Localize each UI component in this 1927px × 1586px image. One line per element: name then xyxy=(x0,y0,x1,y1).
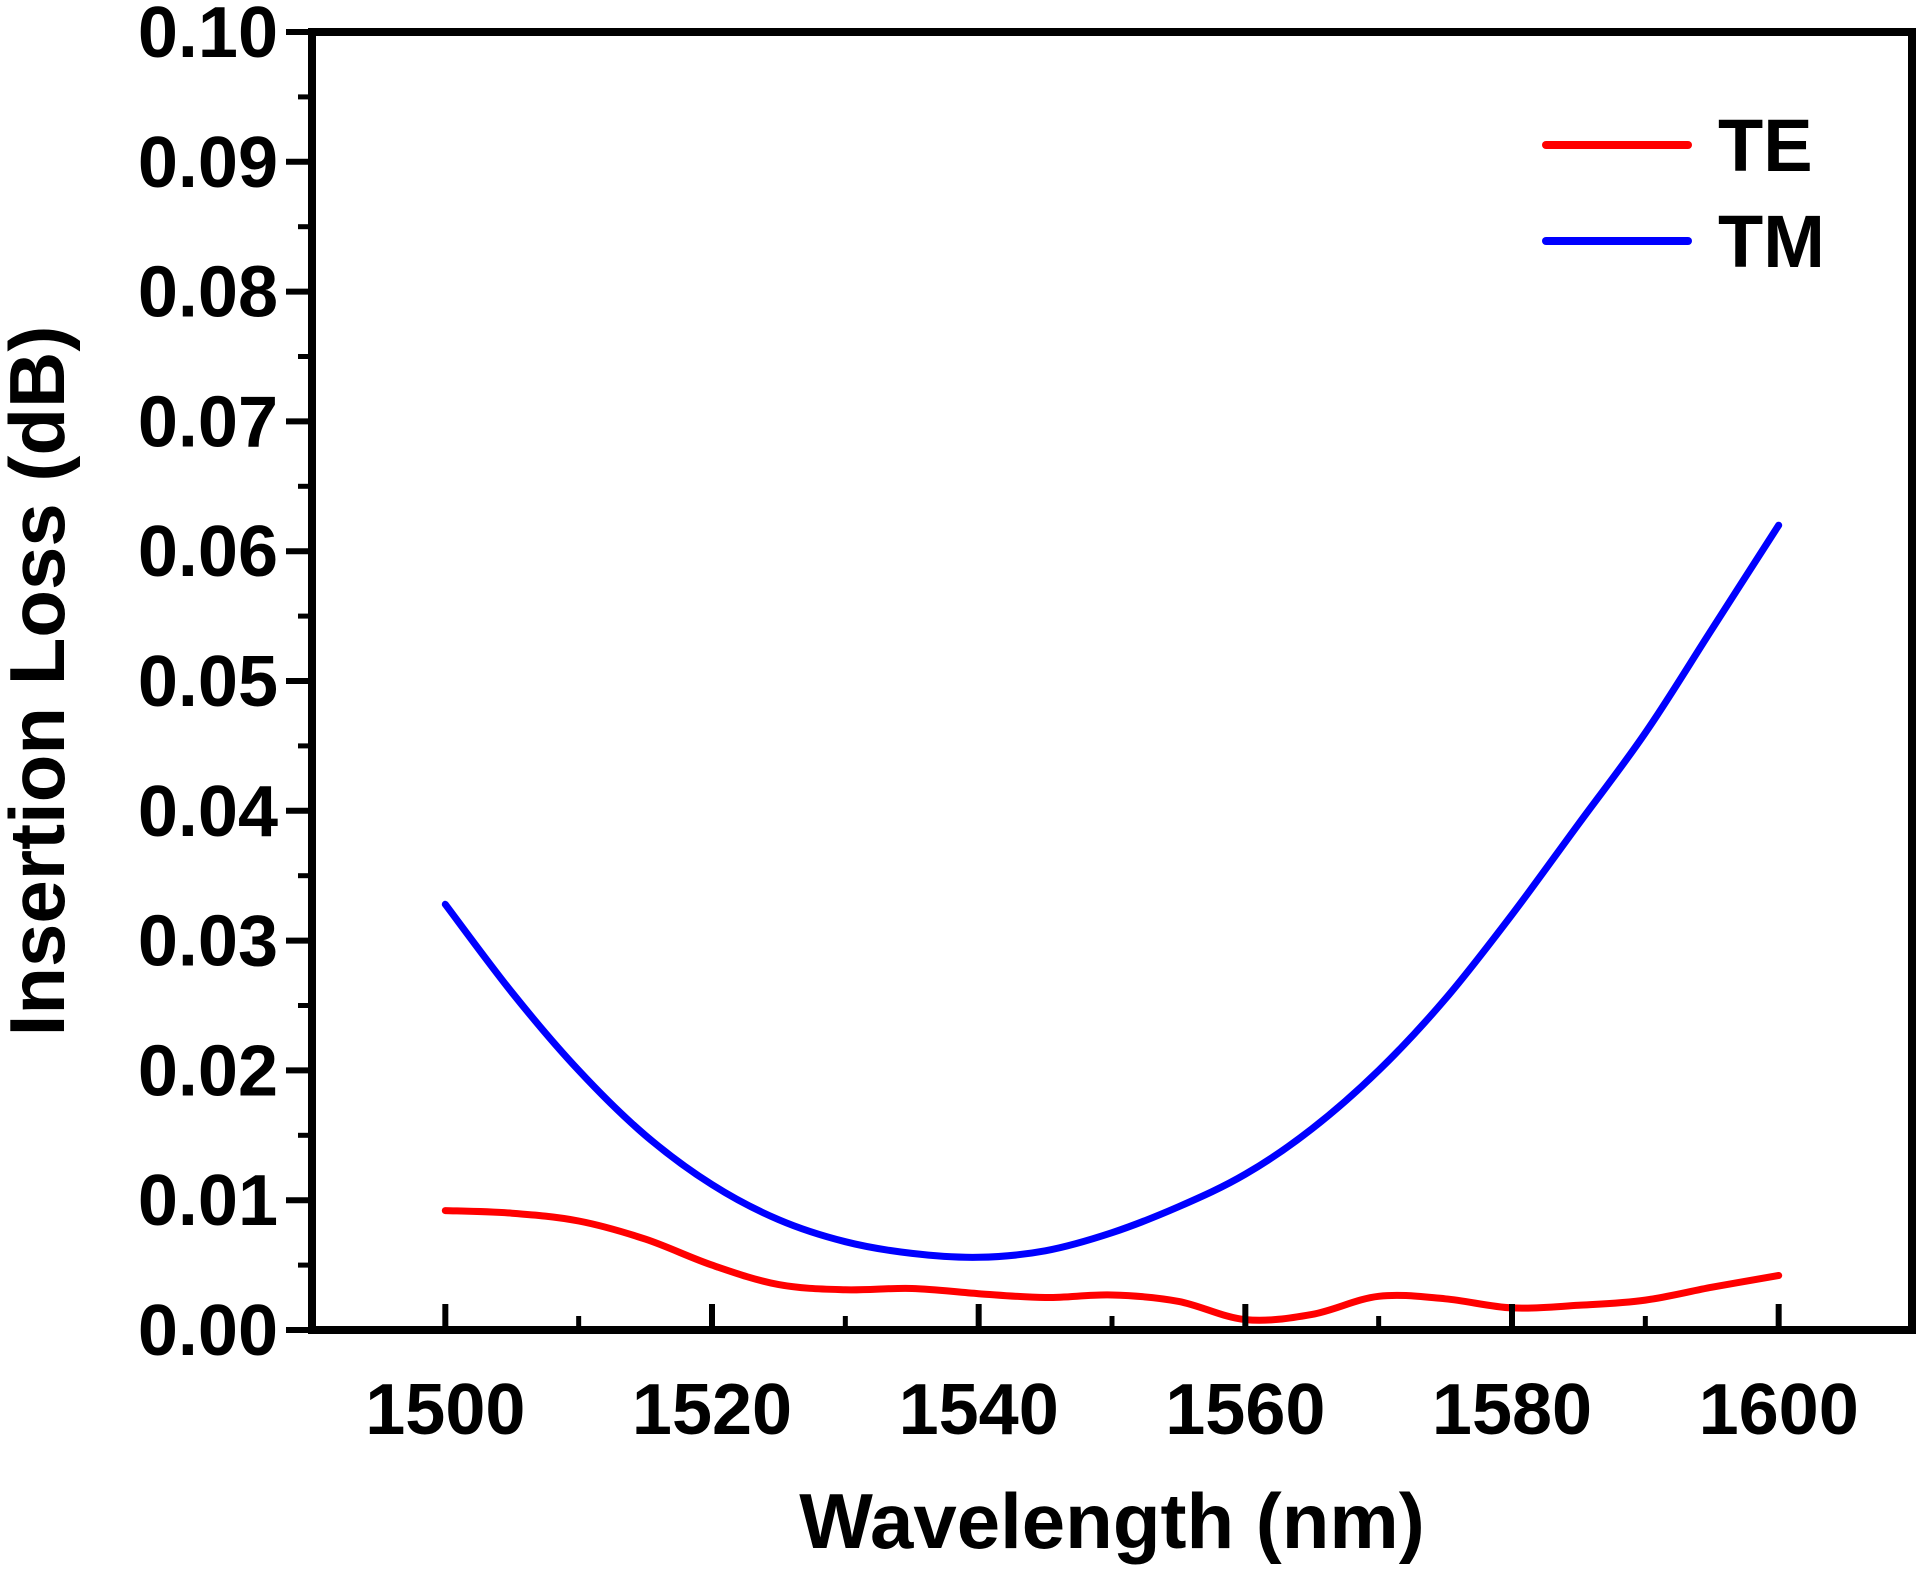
plot-area-frame xyxy=(308,28,1916,1334)
x-tick-label: 1540 xyxy=(899,1370,1059,1450)
y-tick-label: 0.05 xyxy=(138,642,278,722)
legend-label-tm: TM xyxy=(1718,200,1825,283)
tick-labels-layer: 1500 1520 1540 1560 1580 1600 0.00 0.01 0.02 0.03… xyxy=(138,0,1859,1450)
legend-label-te: TE xyxy=(1718,104,1813,187)
x-tick-label: 1560 xyxy=(1165,1370,1325,1450)
x-axis-label: Wavelength (nm) xyxy=(799,1477,1424,1565)
y-tick-label: 0.04 xyxy=(138,772,278,852)
y-axis-label: Insertion Loss (dB) xyxy=(0,326,81,1037)
ticks-layer xyxy=(286,29,1915,1333)
y-tick-label: 0.01 xyxy=(138,1161,278,1241)
y-tick-label: 0.08 xyxy=(138,253,278,333)
series-line-te xyxy=(441,1207,1783,1324)
x-tick-label: 1500 xyxy=(365,1370,525,1450)
x-tick-label: 1520 xyxy=(632,1370,792,1450)
y-tick-label: 0.06 xyxy=(138,512,278,592)
y-tick-label: 0.10 xyxy=(138,0,278,73)
series-line-tm xyxy=(441,521,1783,1261)
legend: TE TM xyxy=(1542,104,1825,283)
y-tick-label: 0.00 xyxy=(138,1291,278,1371)
series-layer xyxy=(441,521,1783,1324)
x-tick-label: 1580 xyxy=(1432,1370,1592,1450)
y-tick-label: 0.07 xyxy=(138,382,278,462)
y-tick-label: 0.02 xyxy=(138,1031,278,1111)
x-tick-label: 1600 xyxy=(1699,1370,1859,1450)
y-tick-label: 0.09 xyxy=(138,123,278,203)
y-tick-label: 0.03 xyxy=(138,902,278,982)
